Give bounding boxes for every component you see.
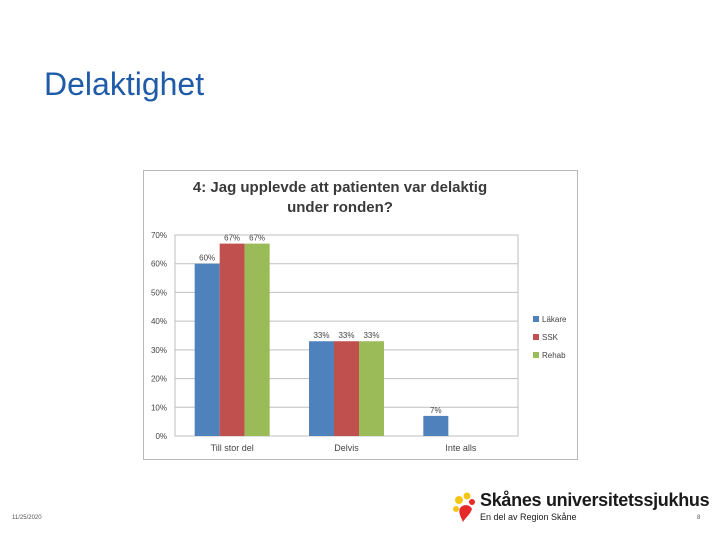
logo-name: Skånes universitetssjukhus xyxy=(480,490,710,510)
x-tick-label: Inte alls xyxy=(445,443,477,453)
data-label: 33% xyxy=(313,331,329,340)
hospital-logo: Skånes universitetssjukhus En del av Reg… xyxy=(450,490,710,526)
slide-title: Delaktighet xyxy=(44,66,205,102)
bar xyxy=(244,243,270,436)
x-tick-label: Delvis xyxy=(334,443,359,453)
legend-label: SSK xyxy=(542,333,559,342)
y-tick-label: 70% xyxy=(151,231,167,240)
data-label: 60% xyxy=(199,254,215,263)
chart-title-line-1: 4: Jag upplevde att patienten var delakt… xyxy=(192,179,488,196)
data-label: 67% xyxy=(224,234,240,243)
legend-swatch xyxy=(533,316,539,322)
legend-swatch xyxy=(533,334,539,340)
logo-heart-icon xyxy=(453,492,475,522)
y-tick-label: 30% xyxy=(151,346,167,355)
data-label: 33% xyxy=(363,331,379,340)
bar xyxy=(359,341,384,436)
data-label: 33% xyxy=(338,331,354,340)
bar xyxy=(334,341,359,436)
chart-title: 4: Jag upplevde att patienten var delakt… xyxy=(160,178,520,218)
page-number: 8 xyxy=(697,515,701,521)
legend-label: Rehab xyxy=(542,351,566,360)
legend-label: Läkare xyxy=(542,315,567,324)
legend-swatch xyxy=(533,352,539,358)
bar xyxy=(194,263,220,436)
logo-subtitle: En del av Region Skåne xyxy=(480,512,577,522)
x-tick-label: Till stor del xyxy=(211,443,254,453)
y-tick-label: 60% xyxy=(151,260,167,269)
footer-date: 11/25/2020 xyxy=(12,515,42,521)
data-label: 67% xyxy=(249,234,265,243)
y-tick-label: 10% xyxy=(151,403,167,412)
bar xyxy=(219,243,245,436)
y-tick-label: 0% xyxy=(155,432,167,441)
chart-title-line-2: under ronden? xyxy=(287,199,393,216)
data-label: 7% xyxy=(430,406,442,415)
y-tick-label: 50% xyxy=(151,288,167,297)
bar xyxy=(309,341,334,436)
y-tick-label: 40% xyxy=(151,317,167,326)
y-tick-label: 20% xyxy=(151,375,167,384)
bar xyxy=(423,415,449,436)
